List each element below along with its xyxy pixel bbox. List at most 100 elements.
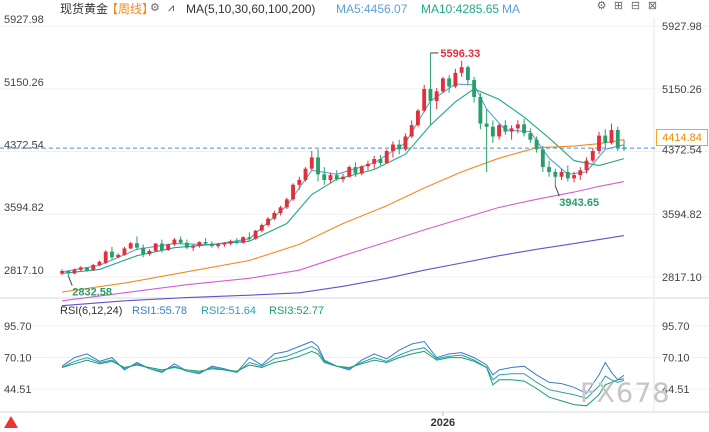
candle	[91, 263, 96, 272]
candle-body	[316, 157, 320, 175]
candle-body	[72, 269, 77, 274]
candle	[203, 237, 208, 246]
candle	[241, 236, 246, 244]
candle	[228, 239, 233, 246]
candle-body	[134, 243, 139, 248]
candle	[316, 149, 320, 182]
candle-body	[78, 267, 83, 270]
candle	[153, 242, 158, 252]
candle-body	[603, 135, 608, 143]
ma5-value: MA5:4456.07	[336, 2, 408, 16]
candle-body	[272, 213, 277, 219]
candle	[78, 266, 83, 272]
candle-body	[590, 150, 595, 161]
candle	[572, 171, 576, 183]
ma200-line	[62, 290, 624, 332]
candle	[116, 253, 121, 259]
candle-body	[110, 251, 114, 258]
candle-body	[391, 144, 395, 151]
candle	[428, 52, 433, 126]
rsi-header: RSI(6,12,24) RSI1:55.78 RSI2:51.64 RSI3:…	[0, 303, 600, 319]
candle-body	[153, 243, 158, 251]
candle-body	[322, 174, 327, 180]
candle	[309, 150, 314, 171]
candle	[372, 155, 377, 169]
candle	[590, 147, 595, 163]
rsi1-line	[61, 340, 625, 395]
candle	[191, 244, 196, 251]
candle-body	[203, 242, 208, 244]
rsi-tick-left: 44.51	[4, 384, 32, 396]
candle	[97, 260, 102, 267]
price-tick-left: 2817.10	[4, 265, 44, 277]
rsi1-value: RSI1:55.78	[132, 305, 188, 317]
annotation-leader	[554, 185, 560, 197]
candle-body	[60, 271, 64, 274]
candle	[222, 242, 227, 247]
candle-body	[509, 128, 514, 132]
time-tick-label: 2026	[431, 417, 455, 429]
candle-body	[459, 67, 464, 73]
candle-body	[303, 168, 308, 180]
candle-body	[103, 251, 108, 263]
candle	[353, 162, 358, 177]
candle-body	[241, 237, 246, 243]
zoom-in-icon[interactable]: ⊞	[613, 0, 624, 12]
candle-body	[547, 167, 552, 172]
candle-body	[572, 175, 576, 179]
price-tick-left: 3594.82	[4, 202, 44, 214]
candle	[366, 160, 370, 171]
candle	[110, 246, 114, 260]
candle	[85, 267, 89, 272]
candle	[66, 271, 71, 276]
candle-body	[609, 130, 614, 143]
period-label[interactable]: 【周线】	[106, 2, 155, 16]
candle-body	[472, 80, 477, 97]
candle-body	[522, 124, 527, 134]
rsi-tick-right: 44.51	[662, 384, 690, 396]
candle	[453, 68, 458, 89]
candle	[503, 120, 508, 135]
candle	[609, 123, 614, 145]
candle	[528, 128, 533, 143]
candle-body	[184, 242, 189, 248]
candle-body	[440, 78, 445, 92]
candle	[322, 167, 327, 185]
candle	[134, 236, 139, 251]
candle-body	[534, 139, 539, 150]
candle	[72, 268, 77, 275]
candle	[584, 157, 589, 174]
candle	[415, 109, 420, 127]
candle-body	[253, 230, 258, 239]
rsi3-line	[61, 350, 625, 407]
candle-body	[622, 147, 626, 149]
candle	[409, 120, 414, 139]
settings-gear-icon[interactable]: ⚙	[150, 2, 160, 14]
price-tick-right: 2817.10	[662, 272, 702, 284]
close-icon[interactable]: ⊠	[647, 0, 658, 12]
settings-gear-icon[interactable]: ⚙	[596, 0, 607, 12]
candle-body	[559, 171, 564, 177]
candle	[272, 210, 277, 221]
candle	[534, 136, 539, 153]
ma100-line	[61, 235, 625, 307]
rsi-tick-right: 95.70	[662, 321, 690, 333]
candle	[303, 167, 308, 182]
candle-body	[228, 241, 233, 244]
candle	[334, 170, 339, 181]
minimize-icon[interactable]: ⊟	[630, 0, 641, 12]
candle-body	[453, 72, 458, 87]
candle-body	[384, 150, 389, 164]
candle	[278, 205, 283, 216]
candle	[472, 76, 477, 103]
candle	[484, 109, 489, 172]
indicator-chart-icon[interactable]: ⩘	[168, 2, 175, 14]
ma10-line	[61, 88, 625, 274]
candle-body	[85, 267, 89, 271]
candle-body	[284, 199, 289, 208]
candle	[347, 165, 352, 178]
candle-body	[465, 67, 470, 81]
candle-body	[447, 78, 452, 87]
candle	[497, 123, 502, 140]
